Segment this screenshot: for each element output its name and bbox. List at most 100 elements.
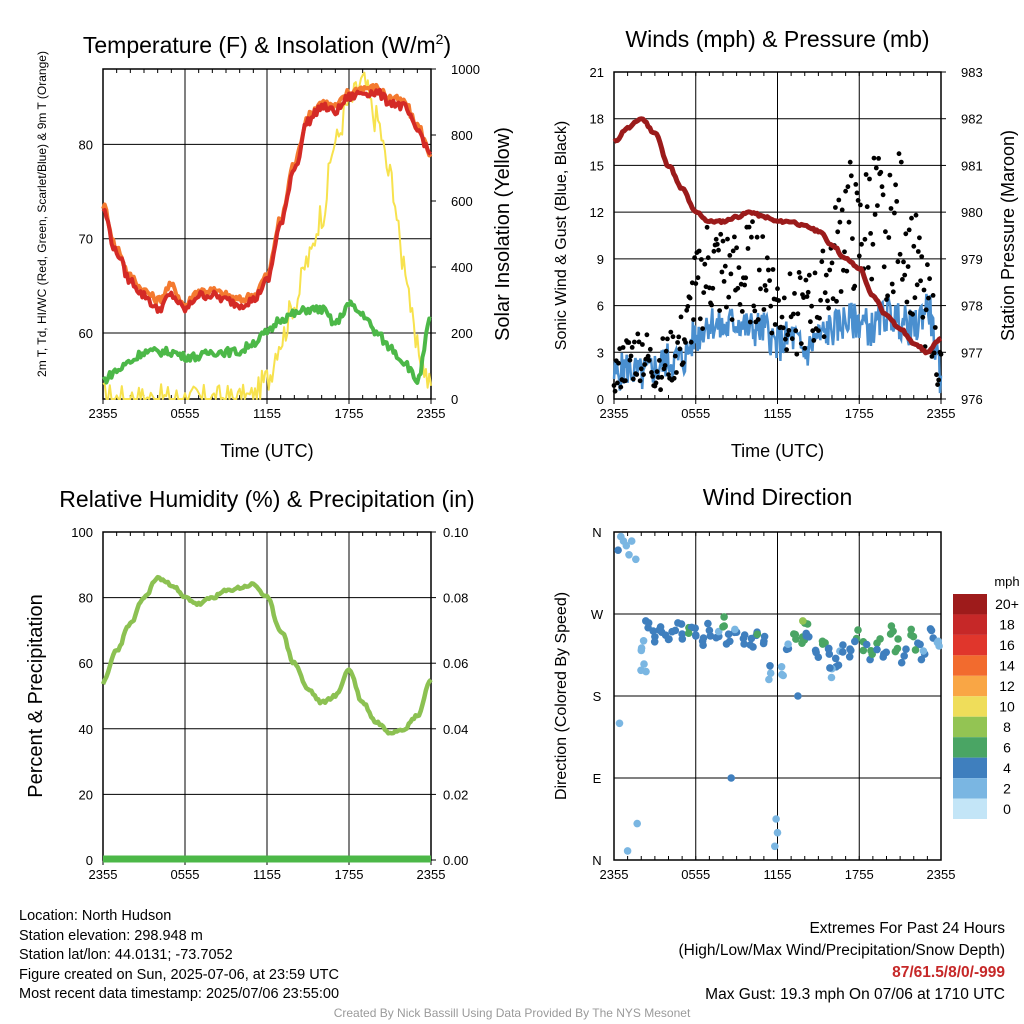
gust-point <box>930 293 936 298</box>
direction-point <box>894 635 902 643</box>
gust-point <box>696 248 702 254</box>
credit-line: Created By Nick Bassill Using Data Provi… <box>333 1006 691 1020</box>
series-line <box>102 299 432 385</box>
gust-point <box>730 248 736 254</box>
gust-point <box>762 283 768 288</box>
gust-point <box>905 264 911 269</box>
gust-point <box>659 374 665 380</box>
gust-point <box>717 308 722 313</box>
direction-point <box>897 658 906 667</box>
gust-point <box>691 317 696 322</box>
direction-point <box>891 647 900 656</box>
gust-point <box>876 156 881 161</box>
direction-point <box>740 640 748 648</box>
gust-point <box>896 151 902 157</box>
gust-point <box>836 197 842 203</box>
gust-point <box>634 372 640 377</box>
gust-point <box>925 262 930 268</box>
direction-point <box>727 774 735 782</box>
direction-point <box>868 650 876 658</box>
direction-point <box>916 640 924 649</box>
direction-point <box>766 669 775 677</box>
y-tick-label: 15 <box>590 158 604 173</box>
colorbar-label: 2 <box>1003 780 1011 796</box>
gust-point <box>934 372 939 378</box>
direction-point <box>678 635 687 643</box>
gust-point <box>732 234 737 240</box>
gust-point <box>653 380 659 386</box>
direction-point <box>834 661 843 669</box>
gust-point <box>871 155 877 161</box>
direction-point <box>876 635 884 643</box>
gust-point <box>869 276 875 282</box>
gust-point <box>628 353 634 359</box>
gust-point <box>868 231 873 236</box>
gust-point <box>875 203 880 209</box>
gust-point <box>827 267 833 273</box>
gust-point <box>663 348 669 354</box>
y-tick-label: 3 <box>597 345 604 360</box>
gust-point <box>764 255 770 261</box>
gust-point <box>638 366 644 372</box>
gust-point <box>906 227 912 233</box>
gust-point <box>885 293 890 299</box>
colorbar-swatch <box>953 696 987 717</box>
direction-point <box>677 620 686 628</box>
x-tick-label: 1755 <box>335 406 364 421</box>
colorbar-label: 14 <box>999 658 1015 674</box>
gust-point <box>767 278 772 283</box>
gust-point <box>912 295 918 301</box>
direction-point <box>917 655 926 664</box>
gust-point <box>844 268 850 274</box>
direction-point <box>649 627 657 635</box>
direction-point <box>873 645 881 654</box>
gust-point <box>657 358 662 363</box>
gust-point <box>727 253 733 258</box>
gust-point <box>763 287 769 293</box>
gust-point <box>825 298 830 304</box>
gust-point <box>671 375 677 381</box>
direction-point <box>640 660 648 668</box>
gust-point <box>833 205 838 210</box>
direction-point <box>692 631 700 639</box>
y-tick-label: S <box>593 689 602 704</box>
gust-point <box>897 251 903 257</box>
y-axis-label: Sonic Wind & Gust (Blue, Black) <box>553 121 570 350</box>
gust-point <box>894 199 900 204</box>
chart-title: Winds (mph) & Pressure (mb) <box>625 26 929 52</box>
gust-point <box>902 272 908 278</box>
gust-point <box>641 372 646 377</box>
gust-point <box>858 202 863 208</box>
colorbar-swatch <box>953 737 987 758</box>
gust-point <box>784 347 789 353</box>
gust-point <box>931 350 937 356</box>
gust-point <box>804 294 810 299</box>
gust-point <box>754 234 760 240</box>
gust-point <box>852 283 858 289</box>
y-tick-label: 60 <box>79 326 93 341</box>
colorbar-swatch <box>953 655 987 676</box>
colorbar-swatch <box>953 778 987 799</box>
y-tick-label: 0 <box>86 853 93 868</box>
gust-point <box>786 328 792 333</box>
direction-point <box>637 644 646 652</box>
gust-point <box>702 261 708 267</box>
gust-point <box>755 317 761 322</box>
gust-point <box>666 372 671 377</box>
x-tick-label: 1155 <box>764 406 792 421</box>
extremes-values: 87/61.5/8/0/-999 <box>892 964 1005 981</box>
direction-point <box>889 627 897 636</box>
colorbar-unit: mph <box>994 574 1019 589</box>
gust-point <box>938 351 944 357</box>
direction-point <box>862 640 871 649</box>
gust-point <box>674 370 679 375</box>
x-tick-label: 1755 <box>845 406 874 421</box>
direction-point <box>633 819 641 828</box>
x-tick-label: 0555 <box>681 406 710 421</box>
gust-point <box>623 378 628 384</box>
gust-point <box>611 383 617 388</box>
direction-point <box>625 551 633 559</box>
gust-point <box>616 360 621 366</box>
gust-point <box>768 303 774 309</box>
gust-point <box>796 270 802 275</box>
